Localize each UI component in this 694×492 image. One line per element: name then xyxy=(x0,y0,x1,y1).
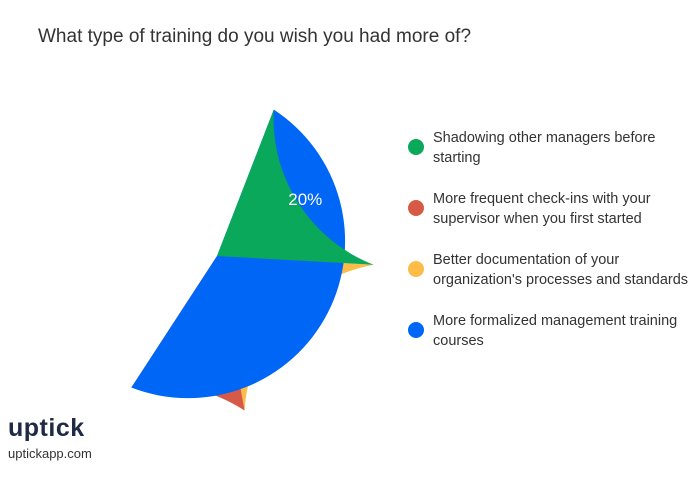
legend-label-shadowing: Shadowing other managers before starting xyxy=(433,130,656,166)
legend-swatch-formalized-training xyxy=(408,322,424,338)
slice-label-formalized-training: 46.7% xyxy=(99,199,147,218)
legend-swatch-shadowing xyxy=(408,139,424,155)
uptick-logo: uptick xyxy=(8,414,92,442)
brand-url: uptickapp.com xyxy=(8,446,92,461)
legend-label-documentation: Better documentation of your organizatio… xyxy=(433,252,689,288)
legend-swatch-check-ins xyxy=(408,200,424,216)
legend-item-formalized-training: More formalized management training cour… xyxy=(408,311,690,351)
slice-label-shadowing: 20% xyxy=(288,190,322,209)
legend-label-formalized-training: More formalized management training cour… xyxy=(433,313,678,349)
brand-block: uptick uptickapp.com xyxy=(8,414,92,461)
legend-swatch-documentation xyxy=(408,261,424,277)
chart-title: What type of training do you wish you ha… xyxy=(38,26,472,47)
legend-item-documentation: Better documentation of your organizatio… xyxy=(408,250,690,290)
logo-text: uptick xyxy=(8,414,85,442)
legend-label-check-ins: More frequent check-ins with your superv… xyxy=(433,191,651,227)
legend-item-check-ins: More frequent check-ins with your superv… xyxy=(408,189,690,229)
chart-legend: Shadowing other managers before starting… xyxy=(408,128,690,372)
pie-slice-shadowing xyxy=(217,109,374,265)
legend-item-shadowing: Shadowing other managers before starting xyxy=(408,128,690,168)
